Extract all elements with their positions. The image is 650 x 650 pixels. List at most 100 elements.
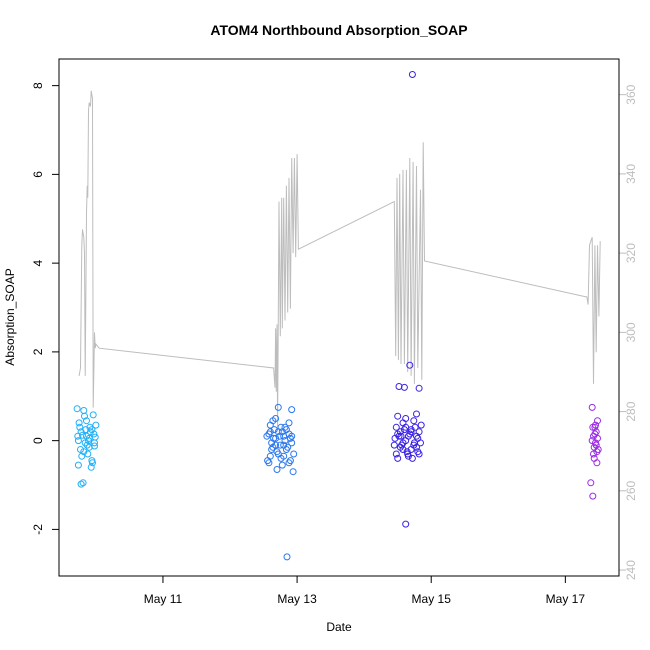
x-tick-label-1: May 13 — [277, 592, 317, 606]
data-point-s0-19 — [85, 437, 92, 445]
data-point-s3-9 — [594, 417, 601, 425]
data-point-s2-35 — [413, 443, 420, 451]
y-right-tick-label-6: 360 — [624, 84, 638, 104]
data-point-s0-8 — [84, 450, 92, 458]
data-point-s2-46 — [417, 439, 424, 447]
data-point-s0-31 — [80, 448, 88, 456]
data-point-s2-36 — [415, 428, 423, 436]
scatter-points-layer — [73, 71, 602, 561]
data-point-s2-39 — [398, 441, 406, 449]
data-point-s3-18 — [592, 421, 599, 429]
data-point-s1-12 — [283, 553, 291, 561]
data-point-s3-19 — [593, 448, 601, 456]
y-right-tick-label-1: 260 — [624, 480, 638, 500]
y-axis-label: Absorption_SOAP — [3, 268, 17, 365]
data-point-s2-44 — [411, 423, 419, 431]
data-point-s0-7 — [83, 417, 90, 425]
data-point-s3-14 — [592, 441, 600, 449]
data-point-s2-37 — [392, 450, 400, 458]
data-point-s2-1 — [392, 423, 400, 431]
data-point-s2-15 — [415, 384, 423, 392]
y-right-tick-label-5: 340 — [624, 164, 638, 184]
right-axis-trace-line — [78, 90, 601, 428]
data-point-s0-24 — [81, 412, 88, 420]
data-point-s0-35 — [91, 439, 98, 447]
y-right-tick-label-0: 240 — [624, 560, 638, 580]
data-point-s2-42 — [406, 430, 414, 438]
data-point-s1-13 — [285, 419, 293, 427]
data-point-s1-16 — [290, 450, 298, 458]
data-point-s2-34 — [410, 417, 418, 425]
data-point-s1-0 — [263, 432, 271, 440]
data-point-s1-28 — [269, 417, 277, 425]
chart-title: ATOM4 Northbound Absorption_SOAP — [210, 22, 467, 38]
data-point-s1-44 — [285, 459, 293, 467]
data-point-s0-33 — [85, 443, 93, 451]
x-tick-label-2: May 15 — [412, 592, 452, 606]
data-point-s0-23 — [78, 452, 86, 460]
data-point-s1-21 — [276, 432, 284, 440]
data-point-s2-9 — [406, 361, 414, 369]
data-point-s0-20 — [87, 463, 95, 471]
x-tick-label-3: May 17 — [546, 592, 586, 606]
data-point-s2-28 — [394, 412, 402, 420]
x-axis-label: Date — [326, 620, 352, 634]
axes-layer: May 11 May 13 May 15 May 17 -2 0 2 4 6 8 240 260 280… — [31, 82, 638, 606]
data-point-s1-39 — [272, 434, 280, 442]
y-left-tick-label-3: 4 — [31, 259, 45, 266]
y-left-tick-label-1: 0 — [31, 437, 45, 444]
data-point-s1-43 — [282, 426, 290, 434]
y-right-tick-label-4: 320 — [624, 243, 638, 263]
data-point-s2-38 — [395, 432, 403, 440]
data-point-s1-8 — [276, 441, 284, 449]
data-point-s0-29 — [74, 437, 82, 445]
data-point-s1-22 — [278, 461, 286, 469]
data-point-s1-36 — [264, 457, 272, 465]
data-point-s1-45 — [288, 432, 296, 440]
data-point-s1-19 — [270, 426, 278, 434]
data-point-s0-27 — [89, 459, 96, 467]
y-left-tick-label-4: 6 — [31, 171, 45, 178]
data-point-s2-26 — [415, 450, 423, 458]
data-point-s0-17 — [79, 479, 87, 487]
data-point-s2-11 — [408, 71, 416, 78]
data-point-s0-2 — [76, 423, 84, 431]
data-point-s1-6 — [273, 466, 281, 473]
data-point-s1-4 — [270, 434, 278, 442]
data-point-s3-0 — [587, 479, 595, 487]
data-point-s1-38 — [269, 443, 277, 451]
data-point-s0-21 — [90, 430, 98, 438]
data-point-s0-4 — [79, 431, 86, 439]
y-left-tick-label-0: -2 — [31, 524, 45, 535]
data-point-s0-15 — [74, 432, 82, 440]
data-point-s2-43 — [408, 454, 416, 462]
y-left-tick-label-5: 8 — [31, 82, 45, 89]
data-point-s3-2 — [589, 492, 597, 500]
data-point-s1-7 — [274, 403, 282, 411]
data-point-s0-0 — [73, 405, 81, 413]
data-point-s2-40 — [400, 426, 408, 434]
data-point-s2-0 — [390, 441, 398, 449]
data-point-s2-16 — [417, 421, 425, 429]
data-point-s0-30 — [77, 428, 85, 436]
data-point-s0-25 — [83, 441, 91, 449]
data-point-s1-42 — [280, 441, 288, 449]
data-point-s0-26 — [86, 423, 94, 431]
data-point-s0-14 — [92, 421, 100, 429]
data-point-s3-15 — [594, 434, 601, 442]
data-point-s1-15 — [288, 406, 296, 414]
data-point-s2-22 — [404, 452, 412, 460]
data-point-s3-8 — [593, 459, 601, 467]
plot-frame — [58, 58, 620, 577]
data-point-s2-13 — [413, 410, 420, 418]
data-point-s1-35 — [288, 439, 296, 447]
y-right-tick-label-3: 300 — [624, 322, 638, 342]
data-point-s3-1 — [588, 403, 596, 411]
data-point-s0-22 — [75, 419, 83, 427]
right-axis-trace-layer — [78, 90, 601, 428]
data-point-s2-17 — [402, 520, 410, 528]
data-point-s0-12 — [89, 411, 97, 419]
data-point-s0-34 — [88, 426, 96, 434]
